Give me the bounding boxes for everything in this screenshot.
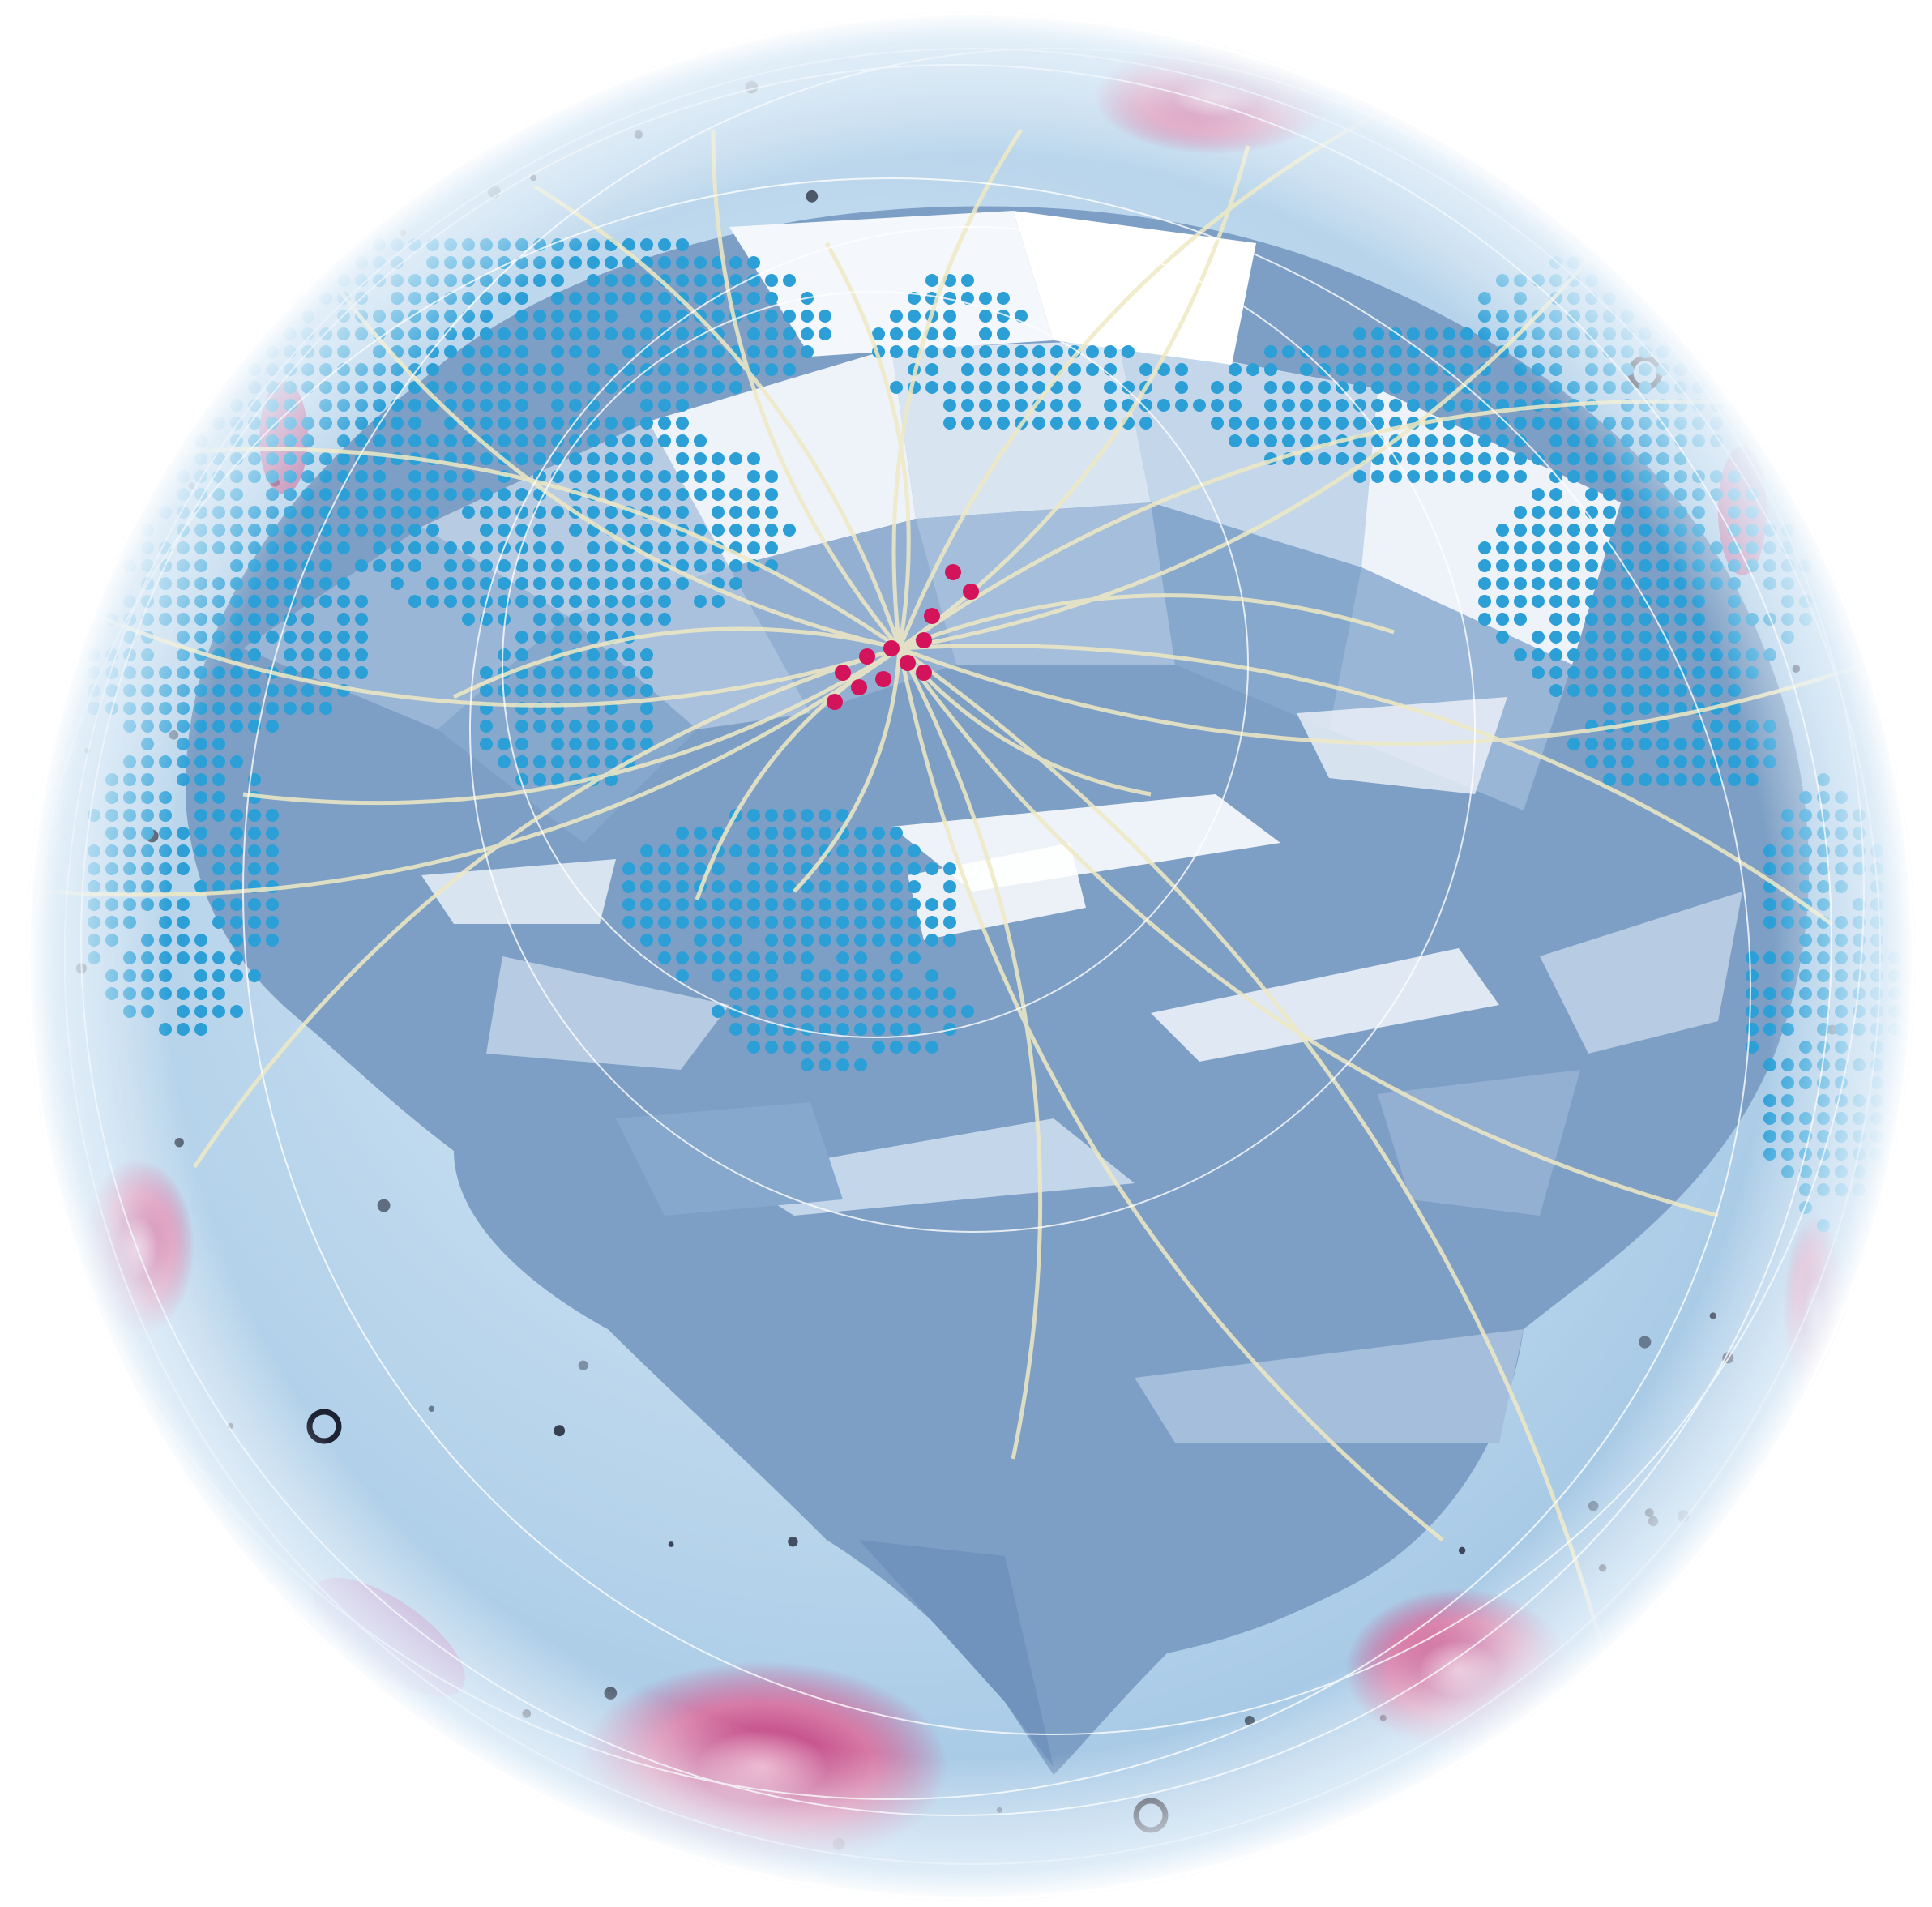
sphere-outline — [27, 12, 1915, 1901]
sphere-rim-glow — [27, 12, 1915, 1901]
